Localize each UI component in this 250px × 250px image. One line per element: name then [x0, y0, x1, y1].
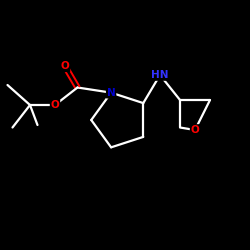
Text: O: O: [51, 100, 59, 110]
Text: O: O: [191, 125, 200, 135]
Text: N: N: [107, 88, 116, 98]
Text: HN: HN: [151, 70, 169, 80]
Text: O: O: [60, 61, 70, 71]
